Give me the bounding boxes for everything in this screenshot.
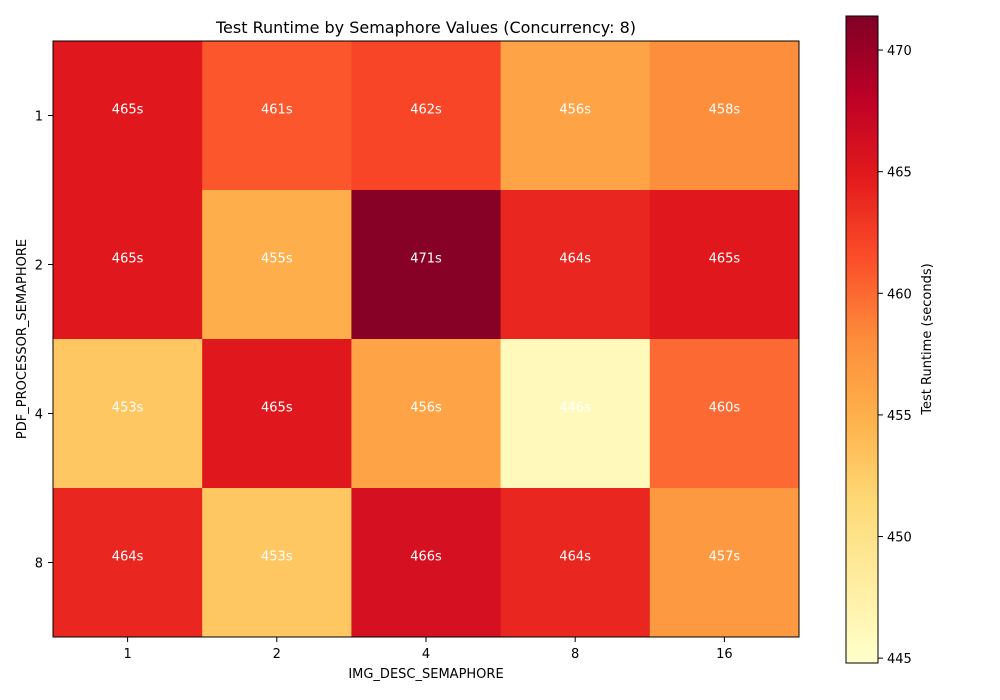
x-tick-label: 16 bbox=[716, 647, 733, 662]
heatmap-cell bbox=[500, 339, 651, 489]
heatmap-cell bbox=[202, 488, 352, 638]
heatmap-cell bbox=[351, 339, 502, 489]
x-tick-label: 4 bbox=[422, 647, 430, 662]
heatmap-cell bbox=[202, 339, 352, 489]
x-axis-ticks: 1 2 4 8 16 bbox=[123, 637, 733, 662]
cell-value-label: 460s bbox=[709, 401, 741, 416]
colorbar-tick-label: 455 bbox=[887, 409, 912, 424]
heatmap-cells bbox=[53, 41, 800, 638]
cell-value-label: 462s bbox=[410, 103, 442, 118]
colorbar-tick-label: 445 bbox=[887, 652, 912, 667]
colorbar bbox=[845, 15, 879, 664]
cell-value-label: 461s bbox=[261, 103, 293, 118]
heatmap-cell bbox=[351, 190, 502, 340]
cell-value-label: 456s bbox=[559, 103, 591, 118]
y-axis-label: PDF_PROCESSOR_SEMAPHORE bbox=[15, 239, 30, 439]
heatmap-cell bbox=[649, 339, 800, 489]
cell-value-label: 464s bbox=[112, 550, 144, 565]
heatmap-cell bbox=[649, 488, 800, 638]
cell-value-label: 465s bbox=[261, 401, 293, 416]
heatmap-cell bbox=[351, 41, 502, 191]
colorbar-tick-label: 450 bbox=[887, 531, 912, 546]
cell-value-label: 465s bbox=[112, 103, 144, 118]
heatmap-cell bbox=[53, 190, 203, 340]
y-tick-label: 8 bbox=[35, 557, 43, 572]
heatmap-cell bbox=[649, 41, 800, 191]
colorbar-ticks: 445 450 455 460 465 470 bbox=[878, 44, 912, 667]
cell-value-label: 456s bbox=[410, 401, 442, 416]
x-tick-label: 2 bbox=[273, 647, 281, 662]
heatmap-cell bbox=[53, 41, 203, 191]
colorbar-tick-label: 470 bbox=[887, 44, 912, 59]
cell-value-label: 465s bbox=[112, 252, 144, 267]
colorbar-tick-label: 460 bbox=[887, 287, 912, 302]
x-tick-label: 1 bbox=[123, 647, 131, 662]
y-axis-ticks: 1 2 4 8 bbox=[35, 110, 53, 572]
heatmap-cell bbox=[202, 41, 352, 191]
cell-value-label: 457s bbox=[709, 550, 741, 565]
y-tick-label: 4 bbox=[35, 408, 43, 423]
chart-title: Test Runtime by Semaphore Values (Concur… bbox=[215, 18, 636, 37]
cell-value-label: 464s bbox=[559, 252, 591, 267]
heatmap-cell bbox=[500, 190, 651, 340]
heatmap-cell bbox=[500, 41, 651, 191]
cell-value-label: 453s bbox=[261, 550, 293, 565]
heatmap-cell bbox=[351, 488, 502, 638]
cell-value-label: 446s bbox=[559, 401, 591, 416]
heatmap-cell-labels: 465s 461s 462s 456s 458s 465s 455s 471s 464s 465s… bbox=[112, 103, 741, 565]
y-tick-label: 2 bbox=[35, 259, 43, 274]
heatmap-cell bbox=[500, 488, 651, 638]
y-tick-label: 1 bbox=[35, 110, 43, 125]
cell-value-label: 471s bbox=[410, 252, 442, 267]
cell-value-label: 458s bbox=[709, 103, 741, 118]
heatmap-cell bbox=[649, 190, 800, 340]
colorbar-tick-label: 465 bbox=[887, 166, 912, 181]
x-axis-label: IMG_DESC_SEMAPHORE bbox=[348, 667, 503, 682]
colorbar-label: Test Runtime (seconds) bbox=[920, 263, 935, 415]
cell-value-label: 455s bbox=[261, 252, 293, 267]
x-tick-label: 8 bbox=[571, 647, 579, 662]
cell-value-label: 453s bbox=[112, 401, 144, 416]
heatmap-cell bbox=[202, 190, 352, 340]
heatmap-cell bbox=[53, 339, 203, 489]
cell-value-label: 464s bbox=[559, 550, 591, 565]
heatmap-cell bbox=[53, 488, 203, 638]
cell-value-label: 466s bbox=[410, 550, 442, 565]
cell-value-label: 465s bbox=[709, 252, 741, 267]
